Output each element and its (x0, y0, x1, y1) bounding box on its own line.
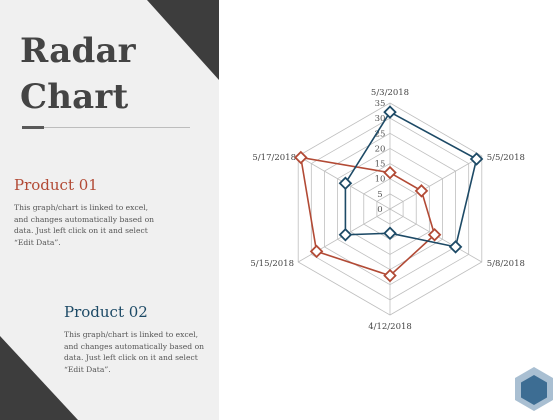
tick-label-10: 10 (375, 175, 386, 185)
category-label-4: 5/15/2018 (250, 259, 294, 269)
tick-label-20: 20 (375, 144, 386, 154)
series-1-point-3 (383, 268, 397, 283)
category-label-2: 5/8/2018 (487, 259, 525, 269)
product-02-title: Product 02 (64, 303, 148, 321)
category-label-0: 5/3/2018 (371, 88, 409, 98)
series-2-point-4 (338, 227, 353, 242)
tick-label-15: 15 (375, 160, 386, 170)
category-label-1: 5/5/2018 (487, 153, 525, 163)
corner-triangle-bottom-left (0, 336, 78, 420)
grid-spoke-1 (389, 155, 482, 210)
corner-triangle-top-right (147, 0, 219, 80)
series-2-point-2 (448, 240, 463, 254)
page-title: Radar Chart (20, 31, 136, 117)
category-label-3: 4/12/2018 (368, 322, 412, 332)
series-2-point-0 (383, 105, 397, 119)
product-01-title: Product 01 (14, 176, 98, 194)
series-2-point-1 (469, 152, 484, 166)
series-2-point-5 (338, 176, 353, 191)
hexagon-logo-icon (515, 367, 553, 411)
series-1-point-0 (383, 165, 397, 180)
series-1-point-2 (427, 227, 442, 242)
tick-label-25: 25 (375, 129, 386, 139)
title-accent-bar (22, 126, 44, 129)
product-01-description: This graph/chart is linked to excel, and… (14, 203, 155, 247)
product-02-description: This graph/chart is linked to excel, and… (64, 330, 205, 374)
series-1-line (299, 156, 436, 277)
tick-label-0: 0 (377, 205, 382, 215)
tick-label-35: 35 (375, 99, 386, 109)
title-divider (22, 127, 190, 128)
tick-label-5: 5 (377, 190, 382, 200)
category-label-5: 5/17/2018 (252, 153, 296, 163)
left-panel: Radar Chart Product 01 This graph/chart … (0, 0, 219, 420)
series-1-point-1 (414, 184, 429, 198)
series-1-point-5 (294, 150, 308, 165)
tick-label-30: 30 (375, 114, 386, 124)
series-1-point-4 (309, 244, 324, 259)
series-2-point-3 (383, 226, 397, 241)
